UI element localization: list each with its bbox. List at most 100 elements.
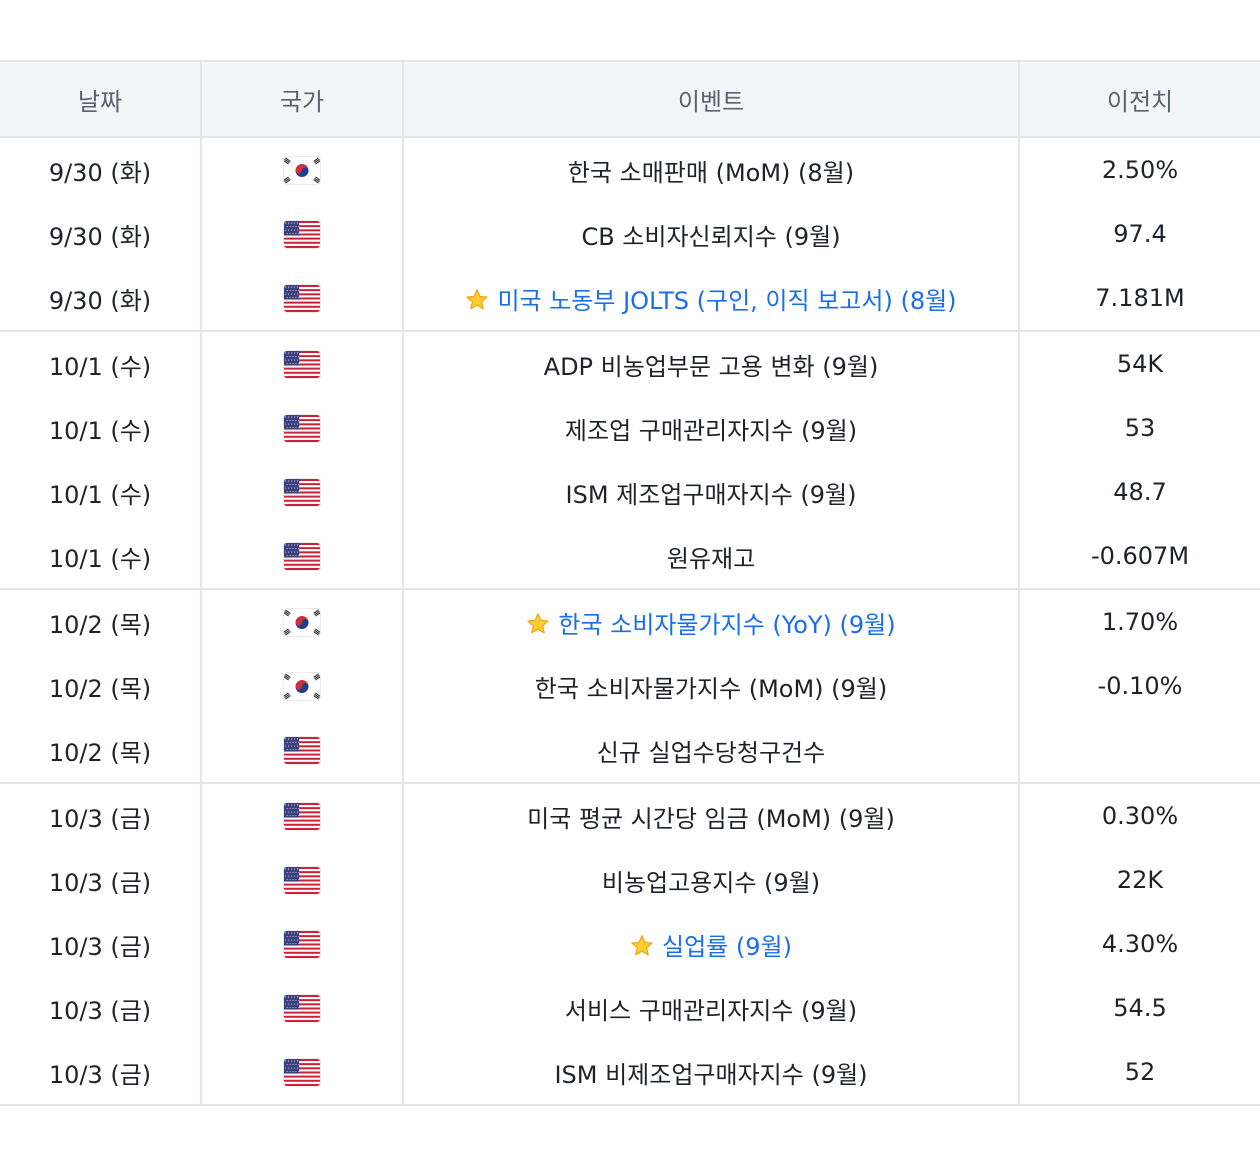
economic-calendar: 날짜 국가 이벤트 이전치 9/30 (화) 한국 소매판매 (MoM) (8월… — [0, 60, 1260, 1106]
united-states-flag-icon — [284, 543, 320, 571]
country-cell — [200, 202, 403, 266]
table-row: 10/3 (금) 실업률 (9월) 4.30% — [0, 912, 1260, 976]
previous-cell — [1018, 718, 1260, 783]
event-cell[interactable]: 제조업 구매관리자지수 (9월) — [402, 396, 1019, 460]
event-label[interactable]: 미국 평균 시간당 임금 (MoM) (9월) — [527, 804, 895, 833]
country-cell — [200, 137, 403, 202]
united-states-flag-icon — [284, 351, 320, 379]
date-cell: 10/3 (금) — [48, 996, 152, 1025]
previous-cell: 53 — [1018, 396, 1260, 460]
table-body: 9/30 (화) 한국 소매판매 (MoM) (8월) 2.50% 9/30 (… — [0, 137, 1260, 1106]
country-cell — [200, 654, 403, 718]
date-cell: 10/3 (금) — [0, 782, 201, 848]
date-cell: 10/1 (수) — [48, 480, 152, 509]
united-states-flag-icon — [284, 931, 320, 959]
previous-cell: -0.10% — [1018, 654, 1260, 718]
table-row: 10/2 (목) 신규 실업수당청구건수 — [0, 718, 1260, 783]
country-cell — [200, 330, 403, 396]
header-country: 국가 — [200, 60, 403, 138]
south-korea-flag-icon — [284, 157, 320, 185]
event-cell[interactable]: CB 소비자신뢰지수 (9월) — [402, 202, 1019, 266]
header-previous: 이전치 — [1018, 60, 1260, 138]
event-cell[interactable]: 실업률 (9월) — [402, 912, 1019, 976]
united-states-flag-icon — [284, 415, 320, 443]
event-cell[interactable]: 원유재고 — [402, 524, 1019, 589]
event-label[interactable]: 한국 소매판매 (MoM) (8월) — [567, 158, 855, 187]
event-cell[interactable]: 한국 소매판매 (MoM) (8월) — [402, 137, 1019, 202]
event-label[interactable]: 한국 소비자물가지수 (YoY) (9월) — [558, 610, 896, 639]
table-row: 10/3 (금) 비농업고용지수 (9월) 22K — [0, 848, 1260, 912]
star-icon — [466, 288, 489, 309]
previous-cell: -0.607M — [1018, 524, 1260, 589]
country-cell — [200, 782, 403, 848]
south-korea-flag-icon — [284, 673, 320, 701]
event-cell[interactable]: 미국 노동부 JOLTS (구인, 이직 보고서) (8월) — [402, 266, 1019, 331]
country-cell — [200, 912, 403, 976]
event-cell[interactable]: 미국 평균 시간당 임금 (MoM) (9월) — [402, 782, 1019, 848]
event-label[interactable]: 비농업고용지수 (9월) — [601, 868, 821, 897]
country-cell — [200, 524, 403, 589]
previous-cell: 54.5 — [1018, 976, 1260, 1040]
previous-cell: 52 — [1018, 1040, 1260, 1106]
previous-cell: 1.70% — [1018, 588, 1260, 654]
previous-cell: 4.30% — [1018, 912, 1260, 976]
united-states-flag-icon — [284, 1059, 320, 1087]
star-icon — [631, 934, 653, 955]
date-cell: 9/30 (화) — [48, 222, 152, 251]
event-label[interactable]: CB 소비자신뢰지수 (9월) — [581, 222, 841, 251]
country-cell — [200, 266, 403, 331]
table-row: 10/2 (목) 한국 소비자물가지수 (MoM) (9월) -0.10% — [0, 654, 1260, 718]
united-states-flag-icon — [284, 995, 320, 1023]
event-label[interactable]: 원유재고 — [666, 544, 756, 573]
event-label[interactable]: ISM 비제조업구매자지수 (9월) — [554, 1060, 868, 1089]
date-cell: 10/1 (수) — [0, 330, 201, 396]
table-row: 10/3 (금) 미국 평균 시간당 임금 (MoM) (9월) 0.30% — [0, 782, 1260, 848]
header-date: 날짜 — [0, 60, 201, 138]
event-cell[interactable]: 한국 소비자물가지수 (YoY) (9월) — [402, 588, 1019, 654]
previous-cell: 97.4 — [1018, 202, 1260, 266]
economic-calendar-table: 날짜 국가 이벤트 이전치 9/30 (화) 한국 소매판매 (MoM) (8월… — [0, 60, 1260, 1106]
united-states-flag-icon — [284, 221, 320, 249]
event-cell[interactable]: 한국 소비자물가지수 (MoM) (9월) — [402, 654, 1019, 718]
united-states-flag-icon — [284, 867, 320, 895]
event-label[interactable]: ADP 비농업부문 고용 변화 (9월) — [543, 352, 879, 381]
event-cell[interactable]: 비농업고용지수 (9월) — [402, 848, 1019, 912]
date-cell: 9/30 (화) — [48, 158, 152, 187]
date-cell: 10/2 (목) — [48, 738, 152, 767]
date-cell: 10/1 (수) — [48, 544, 152, 573]
country-cell — [200, 718, 403, 783]
south-korea-flag-icon — [284, 609, 320, 637]
event-cell[interactable]: 신규 실업수당청구건수 — [402, 718, 1019, 783]
previous-cell: 0.30% — [1018, 782, 1260, 848]
date-cell: 10/2 (목) — [0, 588, 201, 654]
table-row: 10/1 (수) 원유재고 -0.607M — [0, 524, 1260, 589]
country-cell — [200, 460, 403, 524]
country-cell — [200, 588, 403, 654]
country-cell — [200, 396, 403, 460]
event-cell[interactable]: ISM 제조업구매자지수 (9월) — [402, 460, 1019, 524]
header-row: 날짜 국가 이벤트 이전치 — [0, 60, 1260, 138]
table-row: 10/3 (금) 서비스 구매관리자지수 (9월) 54.5 — [0, 976, 1260, 1040]
event-cell[interactable]: ISM 비제조업구매자지수 (9월) — [402, 1040, 1019, 1106]
united-states-flag-icon — [284, 737, 320, 765]
event-label[interactable]: ISM 제조업구매자지수 (9월) — [565, 480, 857, 509]
date-cell: 10/2 (목) — [48, 674, 152, 703]
event-label[interactable]: 신규 실업수당청구건수 — [596, 738, 826, 767]
event-label[interactable]: 제조업 구매관리자지수 (9월) — [564, 416, 858, 445]
date-cell: 10/3 (금) — [48, 932, 152, 961]
event-label[interactable]: 미국 노동부 JOLTS (구인, 이직 보고서) (8월) — [497, 286, 957, 315]
date-cell: 9/30 (화) — [48, 286, 152, 315]
table-row: 9/30 (화) CB 소비자신뢰지수 (9월) 97.4 — [0, 202, 1260, 266]
date-cell: 10/1 (수) — [48, 416, 152, 445]
event-label[interactable]: 한국 소비자물가지수 (MoM) (9월) — [534, 674, 888, 703]
event-label[interactable]: 실업률 (9월) — [662, 932, 792, 961]
united-states-flag-icon — [284, 479, 320, 507]
previous-cell: 48.7 — [1018, 460, 1260, 524]
event-cell[interactable]: ADP 비농업부문 고용 변화 (9월) — [402, 330, 1019, 396]
event-label[interactable]: 서비스 구매관리자지수 (9월) — [564, 996, 858, 1025]
table-row: 10/1 (수) ISM 제조업구매자지수 (9월) 48.7 — [0, 460, 1260, 524]
table-row: 9/30 (화) 미국 노동부 JOLTS (구인, 이직 보고서) (8월) … — [0, 266, 1260, 331]
table-row: 9/30 (화) 한국 소매판매 (MoM) (8월) 2.50% — [0, 137, 1260, 202]
country-cell — [200, 848, 403, 912]
event-cell[interactable]: 서비스 구매관리자지수 (9월) — [402, 976, 1019, 1040]
